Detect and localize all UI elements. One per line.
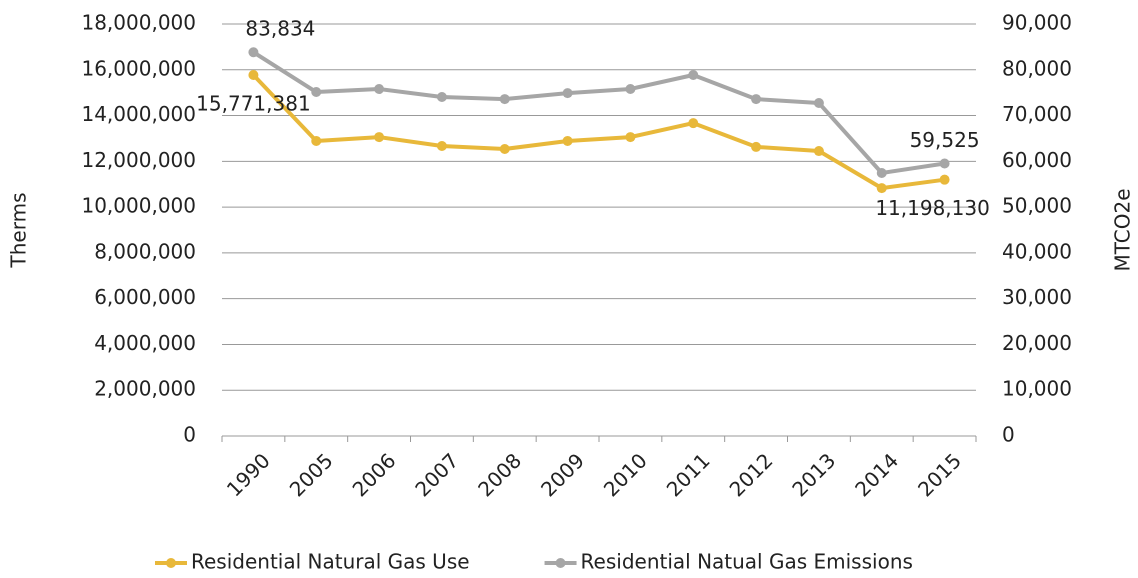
x-tick-label: 1990: [222, 448, 275, 501]
data-point: [751, 94, 762, 105]
x-tick-label: 2015: [913, 448, 966, 501]
data-point: [813, 146, 824, 157]
y-tick-label: 16,000,000: [81, 56, 196, 80]
y2-tick-label: 50,000: [1002, 194, 1072, 218]
y-tick-label: 12,000,000: [81, 148, 196, 172]
series-line: [252, 50, 945, 176]
data-label: 11,198,130: [875, 196, 990, 220]
data-point: [374, 132, 385, 143]
y2-tick-label: 90,000: [1002, 11, 1072, 35]
y-tick-label: 10,000,000: [81, 194, 196, 218]
y-tick-label: 6,000,000: [94, 285, 196, 309]
y2-tick-label: 10,000: [1002, 377, 1072, 401]
x-tick-label: 2014: [850, 448, 903, 501]
y-tick-label: 8,000,000: [94, 239, 196, 263]
y-axis-title: Therms: [7, 193, 31, 269]
data-point: [248, 70, 259, 81]
data-label: 15,771,381: [196, 92, 311, 116]
y-tick-label: 18,000,000: [81, 11, 196, 35]
data-point: [939, 158, 950, 169]
data-point: [311, 135, 322, 146]
x-tick-label: 2008: [473, 448, 526, 501]
data-point: [311, 87, 322, 98]
y2-axis-title: MTCO2e: [1111, 188, 1135, 271]
x-tick-label: 2006: [348, 448, 401, 501]
data-point: [374, 84, 385, 95]
x-tick-label: 2007: [410, 448, 463, 501]
y-tick-label: 0: [183, 423, 196, 447]
data-point: [813, 98, 824, 109]
data-point: [499, 143, 510, 154]
data-point: [562, 88, 573, 99]
legend-label: Residential Natual Gas Emissions: [581, 550, 913, 574]
y2-tick-label: 30,000: [1002, 285, 1072, 309]
y2-tick-label: 40,000: [1002, 239, 1072, 263]
data-point: [625, 84, 636, 95]
x-tick-label: 2009: [536, 448, 589, 501]
data-point: [436, 140, 447, 151]
data-point: [248, 47, 259, 58]
legend-marker: [166, 558, 176, 568]
y-tick-label: 14,000,000: [81, 102, 196, 126]
y2-tick-label: 60,000: [1002, 148, 1072, 172]
data-point: [876, 168, 887, 179]
x-tick-label: 2011: [662, 448, 715, 501]
y-tick-label: 4,000,000: [94, 331, 196, 355]
data-point: [499, 94, 510, 105]
y2-tick-label: 70,000: [1002, 102, 1072, 126]
data-point: [625, 132, 636, 143]
y2-tick-label: 20,000: [1002, 331, 1072, 355]
legend-marker: [555, 558, 566, 568]
x-tick-label: 2012: [725, 448, 778, 501]
data-point: [939, 174, 950, 185]
data-point: [688, 118, 699, 129]
data-label: 83,834: [245, 17, 315, 41]
x-tick-label: 2005: [285, 448, 338, 501]
x-tick-label: 2010: [599, 448, 652, 501]
data-point: [436, 92, 447, 103]
data-point: [876, 183, 887, 194]
x-tick-label: 2013: [787, 448, 840, 501]
data-point: [688, 69, 699, 80]
y2-tick-label: 0: [1002, 423, 1015, 447]
y2-tick-label: 80,000: [1002, 56, 1072, 80]
legend-label: Residential Natural Gas Use: [191, 550, 470, 574]
series-line: [251, 73, 945, 191]
y-tick-label: 2,000,000: [94, 377, 196, 401]
data-point: [562, 135, 573, 146]
data-label: 59,525: [910, 128, 980, 152]
data-point: [751, 141, 762, 152]
